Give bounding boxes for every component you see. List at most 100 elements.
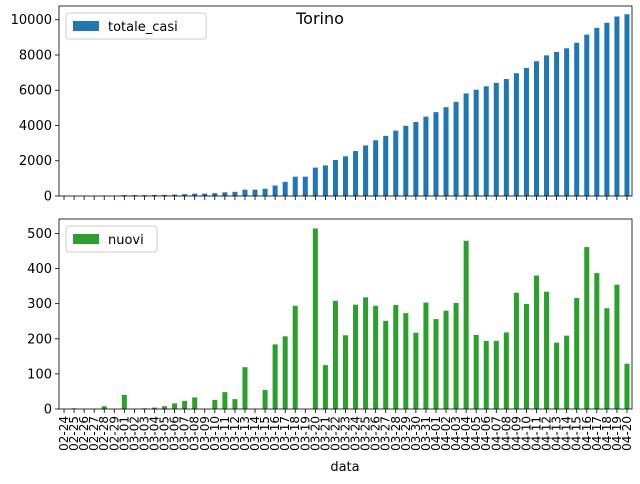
bar-04-08 [504, 332, 509, 409]
bar-03-19 [303, 177, 308, 196]
bar-03-30 [413, 122, 418, 196]
bar-03-25 [363, 297, 368, 409]
bar-03-25 [363, 145, 368, 196]
bar-04-19 [614, 285, 619, 409]
bar-04-06 [484, 341, 489, 409]
bar-04-10 [524, 304, 529, 409]
bar-03-18 [293, 177, 298, 196]
bar-03-18 [293, 306, 298, 409]
y-tick-label: 400 [27, 262, 52, 277]
y-tick-label: 10000 [11, 13, 52, 28]
bar-04-02 [444, 107, 449, 196]
bar-03-10 [212, 400, 217, 409]
bar-04-16 [584, 247, 589, 409]
legend-swatch [73, 234, 99, 244]
bar-03-15 [263, 189, 268, 196]
bar-03-06 [172, 403, 177, 409]
legend-label: nuovi [108, 233, 144, 248]
y-tick-label: 200 [27, 332, 52, 347]
bar-04-06 [484, 86, 489, 196]
y-tick-label: 2000 [19, 154, 52, 169]
bar-04-05 [474, 335, 479, 409]
y-tick-label: 0 [44, 403, 52, 418]
bar-04-13 [554, 343, 559, 409]
bar-04-20 [624, 364, 629, 409]
chart-panel-2: 010020030040050002-2402-2502-2602-2702-2… [27, 219, 634, 475]
bar-03-05 [162, 406, 167, 409]
legend-swatch [73, 21, 99, 31]
bar-03-24 [353, 151, 358, 196]
y-tick-label: 4000 [19, 119, 52, 134]
y-tick-label: 8000 [19, 48, 52, 63]
bar-03-23 [343, 156, 348, 196]
bar-03-31 [423, 117, 428, 196]
bar-04-04 [464, 93, 469, 196]
bar-04-03 [454, 303, 459, 409]
bar-04-08 [504, 79, 509, 196]
bar-04-11 [534, 276, 539, 409]
bar-04-09 [514, 73, 519, 196]
bar-04-18 [604, 308, 609, 409]
bar-03-26 [373, 306, 378, 409]
bar-03-29 [403, 126, 408, 196]
bar-03-31 [423, 303, 428, 409]
x-tick-label: 04-20 [620, 416, 634, 451]
bar-03-28 [393, 131, 398, 196]
bar-04-07 [494, 83, 499, 196]
y-tick-label: 0 [44, 190, 52, 205]
bar-03-17 [283, 182, 288, 196]
bar-03-28 [393, 305, 398, 409]
bar-04-01 [433, 112, 438, 196]
bar-03-27 [383, 321, 388, 409]
bar-04-11 [534, 61, 539, 196]
bar-03-12 [232, 399, 237, 409]
bar-04-04 [464, 241, 469, 409]
bar-03-23 [343, 335, 348, 409]
legend: nuovi [66, 226, 157, 252]
bar-04-13 [554, 52, 559, 196]
y-tick-label: 300 [27, 297, 52, 312]
bar-03-26 [373, 140, 378, 196]
bar-04-10 [524, 68, 529, 196]
bar-03-16 [273, 344, 278, 409]
bar-04-19 [614, 17, 619, 196]
bar-03-20 [313, 168, 318, 196]
bar-03-08 [192, 397, 197, 409]
bar-04-03 [454, 102, 459, 196]
bar-03-11 [222, 392, 227, 409]
bar-03-21 [323, 365, 328, 409]
bar-03-21 [323, 165, 328, 196]
bar-04-17 [594, 28, 599, 196]
bar-03-27 [383, 136, 388, 196]
bar-04-12 [544, 292, 549, 409]
bar-04-20 [624, 14, 629, 196]
bar-03-22 [333, 160, 338, 196]
bar-03-17 [283, 336, 288, 409]
bar-02-28 [102, 406, 107, 409]
bar-04-15 [574, 43, 579, 196]
bar-04-15 [574, 298, 579, 409]
bar-03-14 [253, 190, 258, 196]
bar-04-14 [564, 336, 569, 409]
bar-03-13 [242, 190, 247, 196]
bar-04-02 [444, 311, 449, 409]
bar-03-10 [212, 193, 217, 196]
bar-04-18 [604, 23, 609, 196]
bar-04-12 [544, 55, 549, 196]
bar-04-17 [594, 273, 599, 409]
x-axis-label: data [330, 460, 359, 475]
bar-03-13 [242, 367, 247, 409]
bar-04-16 [584, 35, 589, 196]
bar-04-09 [514, 293, 519, 409]
y-tick-label: 100 [27, 367, 52, 382]
bar-03-22 [333, 301, 338, 409]
bar-03-30 [413, 333, 418, 409]
bar-03-24 [353, 305, 358, 409]
bar-03-15 [263, 390, 268, 409]
bar-04-07 [494, 341, 499, 409]
bar-03-11 [222, 192, 227, 196]
chart-title: Torino [295, 9, 344, 28]
